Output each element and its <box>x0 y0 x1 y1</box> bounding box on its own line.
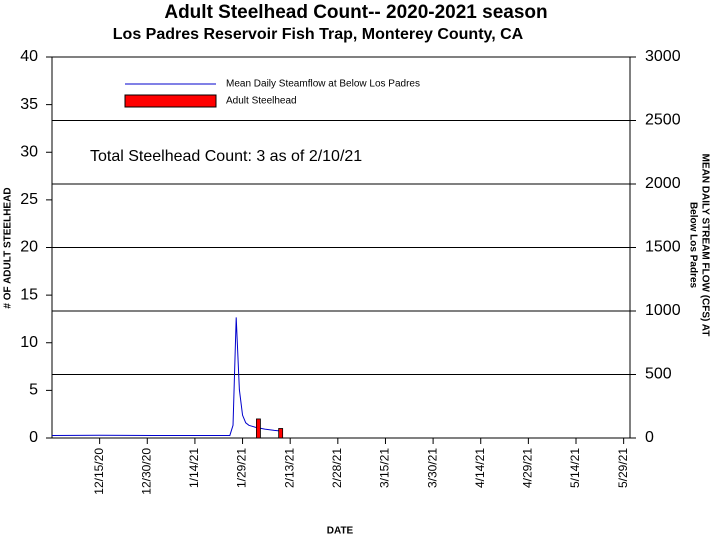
bar <box>256 418 261 439</box>
y2-tick-label: 500 <box>645 366 672 383</box>
bar <box>278 428 284 439</box>
y-axis-label: # OF ADULT STEELHEAD <box>3 187 14 308</box>
x-tick-label: 1/14/21 <box>187 448 201 488</box>
flow-line <box>51 317 281 436</box>
y2-tick-label: 1500 <box>645 239 681 256</box>
y2-tick-label: 1000 <box>645 302 681 319</box>
y2-tick-label: 2500 <box>645 112 681 129</box>
x-axis-label: DATE <box>327 526 354 537</box>
y-tick-label: 20 <box>20 239 38 256</box>
chart-title: Adult Steelhead Count-- 2020-2021 season <box>164 2 547 23</box>
x-tick-label: 12/15/20 <box>92 448 106 495</box>
y-tick-label: 15 <box>20 286 38 303</box>
y-tick-label: 5 <box>29 382 38 399</box>
x-tick-label: 5/14/21 <box>568 448 582 488</box>
y-tick-label: 40 <box>20 48 38 65</box>
y2-tick-label: 2000 <box>645 175 681 192</box>
y2-axis-label: MEAN DAILY STREAM FLOW (CFS) AT <box>699 154 710 337</box>
x-tick-label: 4/29/21 <box>521 448 535 488</box>
x-tick-label: 2/13/21 <box>282 448 296 488</box>
y-tick-label: 30 <box>20 143 38 160</box>
legend-swatch <box>124 94 217 108</box>
x-tick-label: 4/14/21 <box>473 448 487 488</box>
x-tick-label: 5/29/21 <box>616 448 630 488</box>
y2-tick-label: 3000 <box>645 48 681 65</box>
y2-tick-label: 0 <box>645 429 654 446</box>
x-tick-label: 3/30/21 <box>425 448 439 488</box>
x-tick-label: 3/15/21 <box>378 448 392 488</box>
annotation: Total Steelhead Count: 3 as of 2/10/21 <box>90 148 362 165</box>
legend-label: Mean Daily Steamflow at Below Los Padres <box>226 79 420 90</box>
x-tick-label: 1/29/21 <box>235 448 249 488</box>
x-tick-label: 12/30/20 <box>139 448 153 495</box>
y-tick-label: 25 <box>20 191 38 208</box>
legend-label: Adult Steelhead <box>226 96 297 107</box>
y-tick-label: 0 <box>29 429 38 446</box>
y-tick-label: 10 <box>20 334 38 351</box>
x-tick-label: 2/28/21 <box>330 448 344 488</box>
chart-subtitle: Los Padres Reservoir Fish Trap, Monterey… <box>113 26 524 43</box>
y-tick-label: 35 <box>20 96 38 113</box>
y2-axis-label: Below Los Padres <box>687 202 698 289</box>
